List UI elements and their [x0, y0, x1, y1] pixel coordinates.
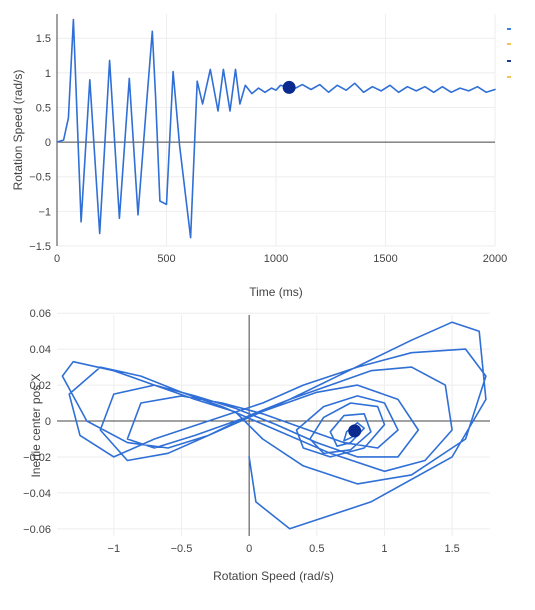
legend-mark — [507, 60, 511, 62]
y-tick-label: −0.02 — [23, 452, 51, 464]
x-axis-title: Rotation Speed (rad/s) — [213, 569, 334, 583]
y-tick-label: 0 — [45, 137, 51, 149]
y-tick-label: 1.5 — [36, 33, 51, 45]
y-tick-label: 0.5 — [36, 102, 51, 114]
x-tick-label: 1.5 — [444, 543, 459, 555]
y-tick-label: 1 — [45, 68, 51, 80]
current-point-marker — [348, 424, 362, 438]
series-line — [57, 18, 496, 239]
current-point-marker — [282, 80, 296, 94]
x-tick-label: 500 — [157, 253, 175, 265]
y-tick-label: 0 — [45, 416, 51, 428]
legend-mark — [507, 28, 511, 30]
x-tick-label: 1000 — [264, 253, 288, 265]
y-tick-label: −0.5 — [29, 172, 51, 184]
x-tick-label: −0.5 — [171, 543, 193, 555]
y-tick-label: −1 — [38, 206, 51, 218]
x-axis-title: Time (ms) — [249, 285, 303, 299]
y-axis-title: Rotation Speed (rad/s) — [11, 70, 25, 191]
y-axis-title: Inertie center pos X — [29, 373, 43, 477]
x-tick-label: 0.5 — [309, 543, 324, 555]
x-tick-label: −1 — [108, 543, 121, 555]
time-series-chart: 0 500 1000 1500 2000 −1.5 −1 −0.5 0 0.5 1 1.5 Time (… — [11, 14, 511, 299]
legend-mark — [507, 43, 511, 45]
phase-plot-chart: −1 −0.5 0 0.5 1 1.5 −0.06 −0.04 −0.02 0 0.02 0.04 0.… — [23, 308, 490, 583]
x-tick-label: 1500 — [373, 253, 397, 265]
y-tick-label: 0.06 — [30, 308, 51, 320]
legend-mark — [507, 76, 511, 78]
x-tick-label: 0 — [54, 253, 60, 265]
x-tick-label: 2000 — [483, 253, 507, 265]
series-line — [61, 321, 487, 530]
y-tick-label: −0.04 — [23, 488, 51, 500]
y-tick-label: −0.06 — [23, 524, 51, 536]
y-tick-label: −1.5 — [29, 241, 51, 253]
y-tick-label: 0.04 — [30, 344, 51, 356]
x-tick-label: 0 — [246, 543, 252, 555]
x-tick-label: 1 — [381, 543, 387, 555]
y-tick-label: 0.02 — [30, 380, 51, 392]
